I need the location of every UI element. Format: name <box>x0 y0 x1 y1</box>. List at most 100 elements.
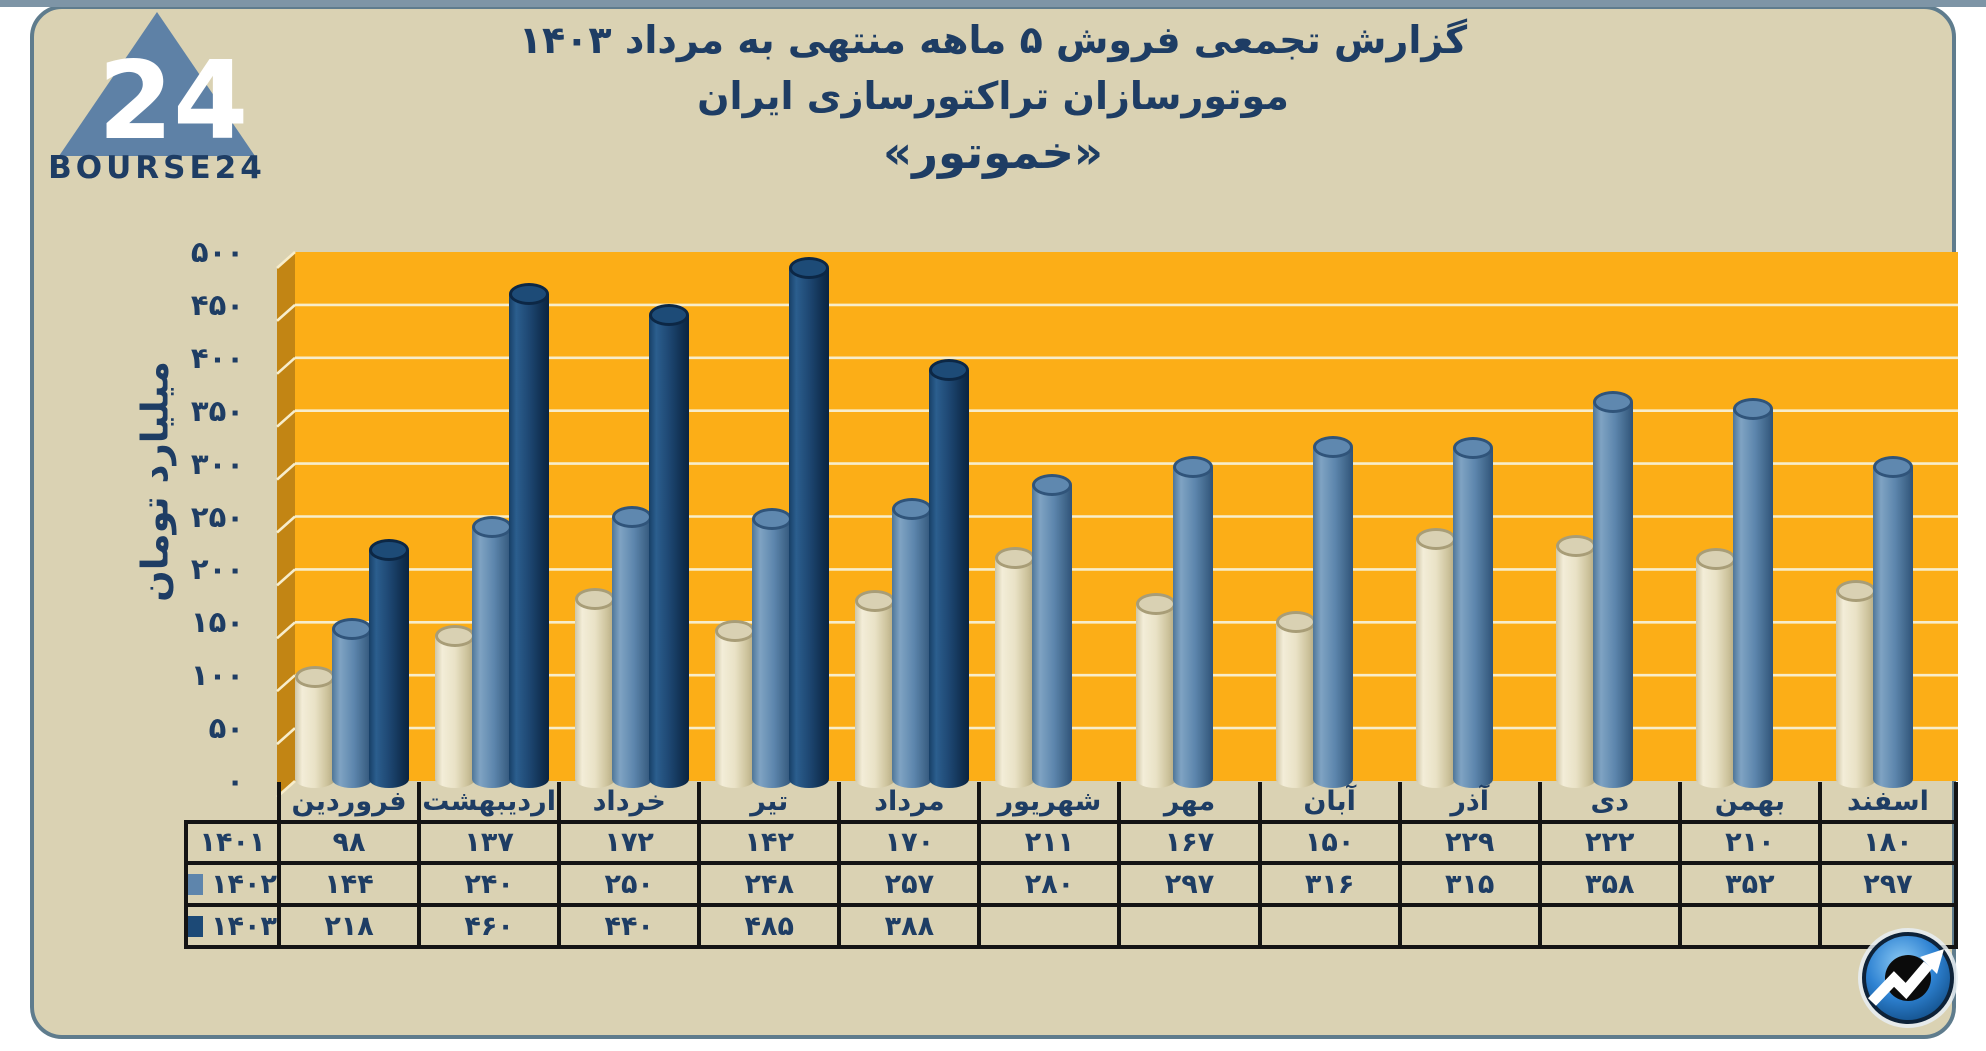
sidewall-gridline <box>276 568 296 587</box>
table-value-cell: ۲۱۱ <box>977 824 1118 865</box>
sidewall-gridline <box>276 303 296 322</box>
table-value-cell: ۱۴۲ <box>697 824 838 865</box>
bar-top <box>892 498 933 521</box>
bar <box>369 539 409 788</box>
legend-swatch <box>188 915 204 937</box>
bar <box>1872 455 1913 788</box>
table-value-cell: ۲۱۰ <box>1677 824 1818 865</box>
bar <box>1695 547 1736 788</box>
sidewall-gridline <box>276 409 296 428</box>
bar <box>1732 397 1773 788</box>
top-strip <box>0 0 1986 7</box>
company-name: موتورسازان تراکتورسازی ایران <box>697 74 1289 118</box>
month-header-cell: آذر <box>1397 782 1538 824</box>
sidewall-gridline <box>276 462 296 481</box>
table-value-cell: ۴۶۰ <box>417 907 558 949</box>
year-cell: ۱۴۰۳ <box>184 907 277 949</box>
sidewall-gridline <box>276 674 296 693</box>
table-value-cell: ۱۸۰ <box>1817 824 1958 865</box>
bar <box>1592 391 1633 788</box>
bar-top <box>575 588 616 611</box>
year-label: ۱۴۰۳ <box>211 910 277 942</box>
bar <box>892 498 933 788</box>
logo-triangle-icon: 24 <box>59 12 255 164</box>
bar-top <box>1172 455 1213 478</box>
sidewall-gridline <box>276 727 296 746</box>
bar <box>332 617 372 788</box>
table-value-cell <box>1537 907 1678 949</box>
table-value-cell: ۲۲۹ <box>1397 824 1538 865</box>
month-header-cell: دی <box>1537 782 1678 824</box>
bar-top <box>789 256 830 279</box>
y-axis-tick-label: ۰ <box>226 764 244 798</box>
month-header-cell: مرداد <box>837 782 978 824</box>
y-axis-tick-label: ۴۵۰ <box>190 287 244 322</box>
table-value-cell: ۳۸۸ <box>837 907 978 949</box>
table-value-cell: ۳۵۸ <box>1537 865 1678 907</box>
bar-top <box>369 539 409 562</box>
y-axis-tick-label: ۲۰۰ <box>190 552 244 587</box>
bar <box>1135 593 1176 788</box>
table-value-cell: ۲۲۲ <box>1537 824 1678 865</box>
bar <box>929 359 970 788</box>
bar-top <box>1592 391 1633 414</box>
table-value-cell: ۱۵۰ <box>1257 824 1398 865</box>
table-value-cell: ۲۱۸ <box>277 907 418 949</box>
y-axis-tick-label: ۳۵۰ <box>190 393 244 428</box>
bar <box>855 590 896 788</box>
table-value-cell: ۲۵۰ <box>557 865 698 907</box>
bar-top <box>1555 535 1596 558</box>
table-value-cell <box>1397 907 1538 949</box>
bar-top <box>995 546 1036 569</box>
bar-top <box>649 304 690 327</box>
bar <box>1555 535 1596 788</box>
bar <box>612 505 653 788</box>
table-value-cell: ۲۸۰ <box>977 865 1118 907</box>
bar <box>1275 611 1316 788</box>
table-value-cell: ۱۴۴ <box>277 865 418 907</box>
bar-top <box>435 625 476 648</box>
table-value-cell <box>1677 907 1818 949</box>
table-value-cell <box>1257 907 1398 949</box>
month-header-cell: تیر <box>697 782 838 824</box>
bar-top <box>855 590 896 613</box>
month-header-cell: فروردین <box>277 782 418 824</box>
svg-text:24: 24 <box>98 39 248 160</box>
year-label: ۱۴۰۱ <box>199 827 266 858</box>
bar <box>509 283 550 788</box>
bar <box>1172 455 1213 788</box>
table-value-cell: ۹۸ <box>277 824 418 865</box>
bar-top <box>1032 473 1073 496</box>
y-axis-tick-label: ۱۵۰ <box>190 605 244 640</box>
sidewall-gridline <box>276 515 296 534</box>
bar <box>472 516 513 788</box>
bar <box>1452 436 1493 788</box>
bar-top <box>612 505 653 528</box>
bar <box>995 546 1036 788</box>
bar-top <box>332 617 372 640</box>
month-header-cell: آبان <box>1257 782 1398 824</box>
bar-top <box>1732 397 1773 420</box>
bar-top <box>1135 593 1176 616</box>
bar-top <box>1415 527 1456 550</box>
month-header-cell: شهریور <box>977 782 1118 824</box>
sidewall-gridline <box>276 356 296 375</box>
bar <box>575 588 616 788</box>
table-value-cell: ۱۷۲ <box>557 824 698 865</box>
table-value-cell: ۱۶۷ <box>1117 824 1258 865</box>
table-value-cell: ۲۵۷ <box>837 865 978 907</box>
month-header-cell: مهر <box>1117 782 1258 824</box>
month-header-cell: اسفند <box>1817 782 1958 824</box>
table-corner-cell <box>184 782 277 824</box>
y-axis-tick-label: ۱۰۰ <box>190 658 244 693</box>
bar <box>1835 579 1876 788</box>
logo-wordmark: BOURSE24 <box>48 150 266 186</box>
bar-top <box>1695 547 1736 570</box>
bar <box>789 256 830 788</box>
year-cell: ۱۴۰۲ <box>184 865 277 907</box>
bar-top <box>752 507 793 530</box>
y-axis-tick-label: ۴۰۰ <box>190 340 244 375</box>
